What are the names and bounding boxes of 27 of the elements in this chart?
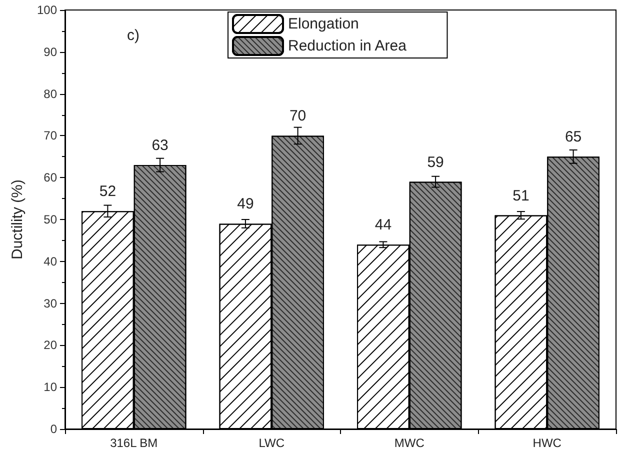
y-tick-label: 70 [44,128,58,143]
data-label: 65 [564,128,582,146]
y-tick-label: 80 [44,86,58,101]
x-tick-label: HWC [532,436,562,450]
data-label: 59 [427,154,444,171]
data-label: 70 [289,108,306,125]
data-label: 44 [374,216,392,234]
y-tick-label: 90 [44,44,58,59]
annotation: c) [127,27,140,44]
legend-label: Elongation [288,16,359,32]
data-label: 51 [512,187,530,204]
y-tick-label: 60 [44,170,58,185]
y-tick-label: 50 [44,212,58,226]
y-tick-label: 40 [44,254,58,268]
data-label: 63 [152,137,168,154]
y-tick-label: 30 [44,296,58,310]
legend-label: Reduction in Area [288,38,408,54]
x-tick-label: MWC [394,436,425,450]
y-tick-label: 0 [50,422,58,436]
x-tick-label: 316L BM [110,436,158,450]
y-tick-label: 10 [44,380,58,394]
y-axis-title: Ductility (%) [9,179,26,260]
data-label: 52 [99,183,116,200]
y-tick-label: 100 [36,3,58,17]
data-label: 49 [237,196,254,213]
y-tick-label: 20 [44,338,58,352]
x-tick-label: LWC [258,436,285,450]
